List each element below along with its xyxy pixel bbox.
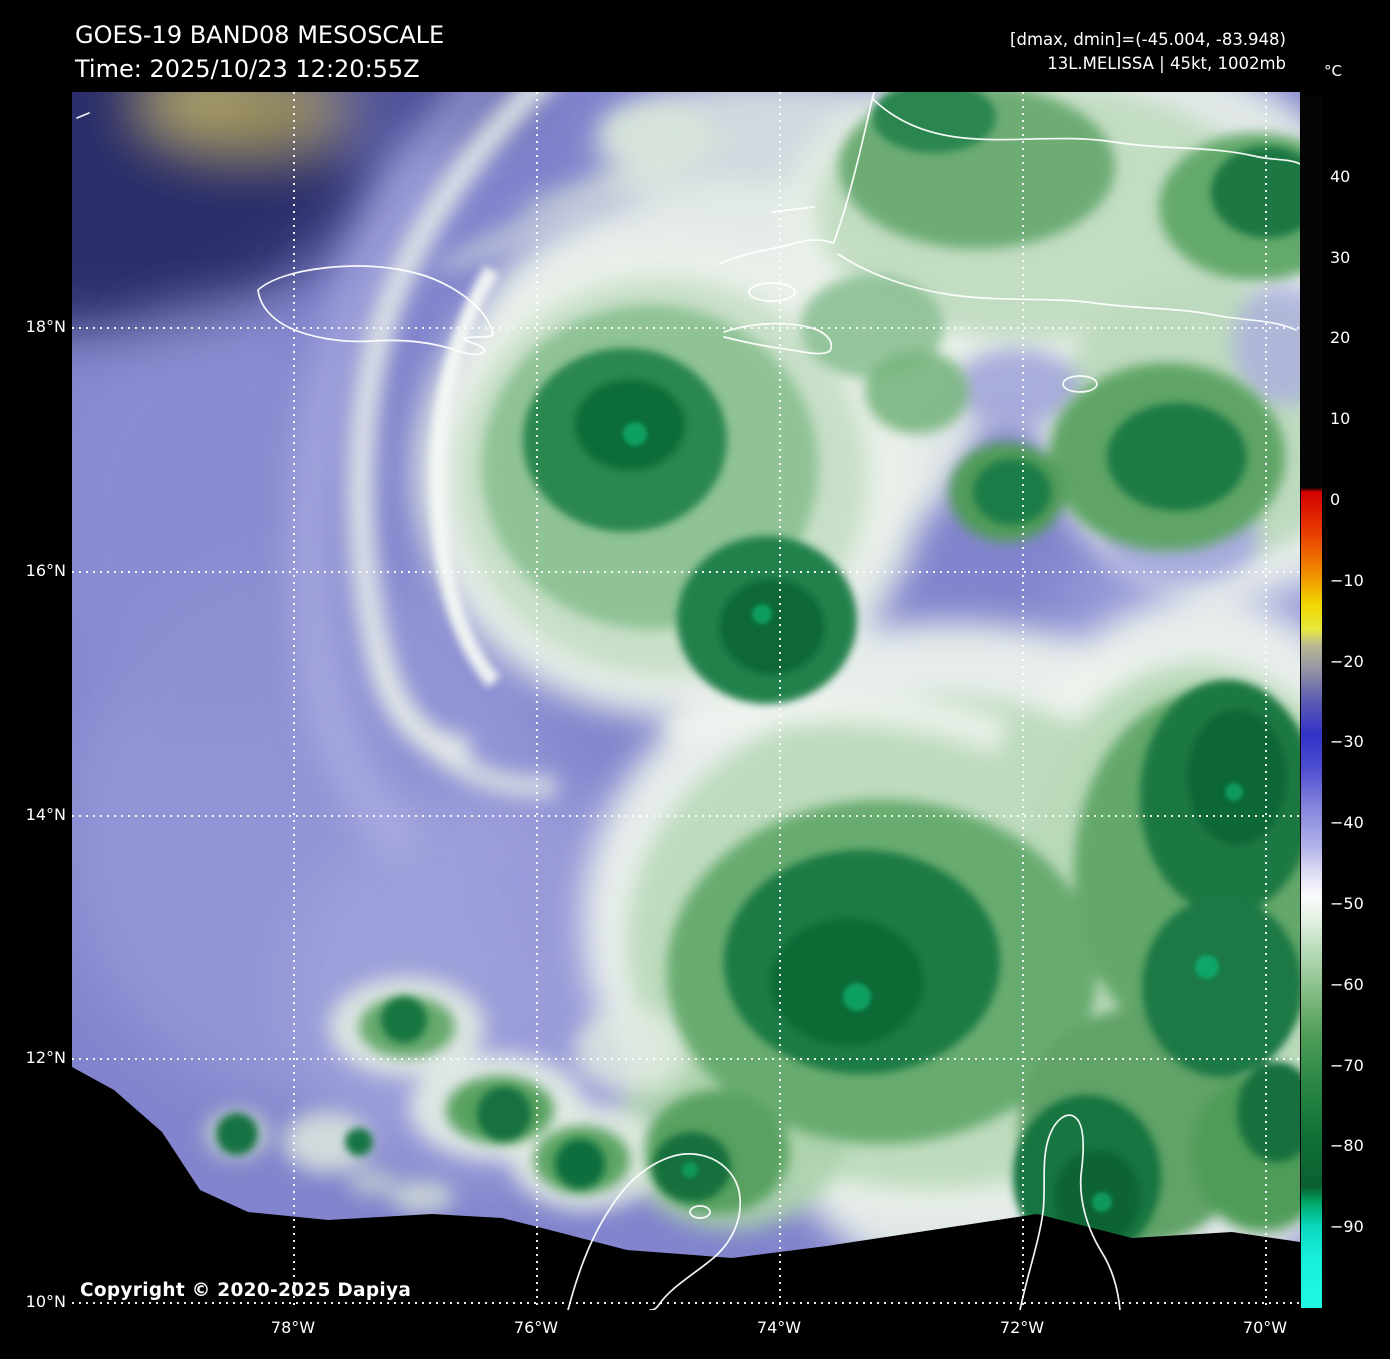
dmax-dmin-readout: [dmax, dmin]=(-45.004, -83.948) <box>1010 30 1286 49</box>
colorbar-tick-label: −20 <box>1330 651 1364 671</box>
lat-tick-label: 14°N <box>25 804 66 824</box>
venezuela-coastline <box>1019 1114 1121 1310</box>
colorbar-tick-label: −80 <box>1330 1136 1364 1156</box>
overshooting-top-layer <box>623 422 1243 1212</box>
lat-tick-label: 18°N <box>25 317 66 336</box>
hispaniola-north-coast <box>871 97 1300 165</box>
info-block: [dmax, dmin]=(-45.004, -83.948) 13L.MELI… <box>1010 28 1286 76</box>
gridline-lat <box>72 814 1300 817</box>
timestamp: Time: 2025/10/23 12:20:55Z <box>75 55 420 83</box>
lon-tick-label: 76°W <box>513 1318 559 1337</box>
colorbar-tick-label: −90 <box>1330 1217 1364 1237</box>
gridline-lon <box>1022 92 1024 1310</box>
haiti-southern-peninsula <box>723 322 833 355</box>
colorbar-tick-label: −40 <box>1330 813 1364 833</box>
hispaniola-south-coast <box>837 253 1297 331</box>
lat-tick-label: 10°N <box>25 1292 66 1311</box>
colorbar-tick-label: 30 <box>1330 247 1351 267</box>
satellite-map: Copyright © 2020-2025 Dapiya <box>72 92 1300 1310</box>
lon-tick-label: 72°W <box>999 1318 1045 1337</box>
lat-tick-label: 12°N <box>25 1048 66 1068</box>
no-data-region <box>72 1067 1300 1310</box>
colorbar-tick-label: 20 <box>1330 328 1351 348</box>
lon-tick-label: 70°W <box>1242 1318 1288 1337</box>
colorbar-tick-label: 10 <box>1330 409 1351 429</box>
title-block: GOES-19 BAND08 MESOSCALE Time: 2025/10/2… <box>75 18 444 86</box>
gridline-lat <box>72 327 1300 329</box>
jamaica-coastline <box>257 265 494 356</box>
copyright-label: Copyright © 2020-2025 Dapiya <box>80 1280 412 1301</box>
lon-tick-label: 74°W <box>756 1318 802 1337</box>
gridline-lat <box>72 1058 1300 1061</box>
lat-tick-label: 16°N <box>25 560 66 580</box>
small-lagoon <box>689 1205 711 1219</box>
colorbar-tick-label: −50 <box>1330 894 1364 913</box>
lake-enriquillo <box>1062 375 1098 393</box>
colorbar-tick-label: −30 <box>1330 732 1364 752</box>
gridline-lat <box>72 1302 1300 1304</box>
gonave-island <box>748 282 796 302</box>
coast-fragment <box>76 112 90 119</box>
gridline-lat <box>72 570 1300 573</box>
page-title: GOES-19 BAND08 MESOSCALE <box>75 21 445 49</box>
satellite-imagery <box>72 92 1300 1310</box>
storm-readout: 13L.MELISSA | 45kt, 1002mb <box>1047 54 1286 73</box>
gridline-lon <box>1265 92 1267 1310</box>
colorbar-tick-label: −60 <box>1330 974 1364 994</box>
colorbar-tick-label: −10 <box>1330 570 1364 590</box>
colorbar-tick-label: −70 <box>1330 1055 1364 1075</box>
gridline-lon <box>536 92 538 1310</box>
colorbar-tick-label: 0 <box>1330 490 1341 509</box>
gridline-lon <box>779 92 781 1310</box>
colorbar-unit-label: °C <box>1324 62 1342 80</box>
lon-tick-label: 78°W <box>270 1318 316 1337</box>
haiti-northwest-peninsula <box>719 239 834 265</box>
gridline-lon <box>293 92 295 1310</box>
hispaniola-west-coast <box>833 92 876 243</box>
colorbar-tick-label: 40 <box>1330 166 1351 186</box>
colorbar <box>1301 96 1322 1308</box>
